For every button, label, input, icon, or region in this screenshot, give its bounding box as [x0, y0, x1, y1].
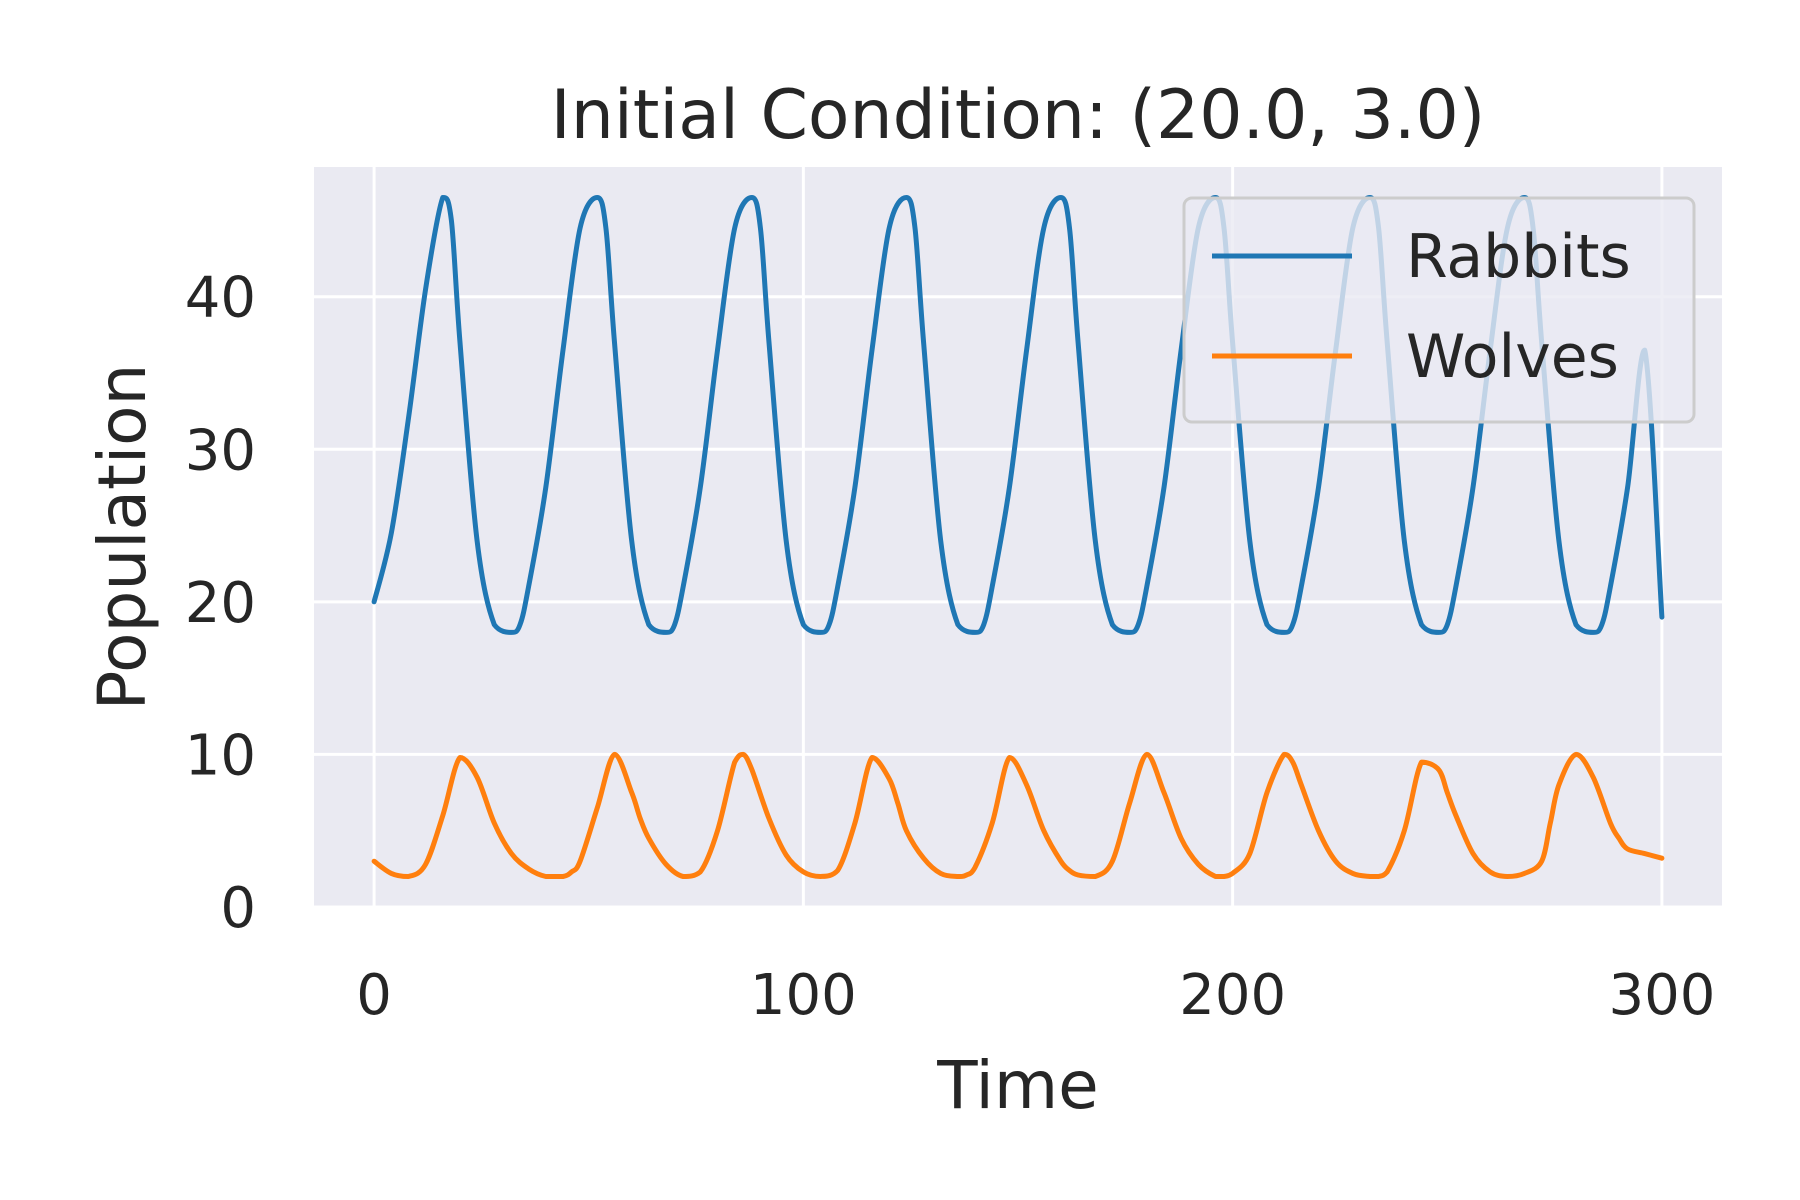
- legend-label-wolves: Wolves: [1406, 322, 1619, 392]
- x-tick-label: 200: [1179, 963, 1286, 1028]
- y-tick-label: 30: [185, 418, 256, 483]
- x-tick-label: 100: [750, 963, 857, 1028]
- tick-labels: 0 100 200 300 0 10 20 30 40: [185, 266, 1716, 1028]
- x-axis-title: Time: [936, 1047, 1099, 1124]
- x-tick-label: 300: [1608, 963, 1715, 1028]
- y-tick-label: 40: [185, 266, 256, 331]
- legend-label-rabbits: Rabbits: [1406, 222, 1631, 292]
- series-lines: [371, 195, 1665, 879]
- series-line-rabbits: [371, 195, 1665, 635]
- legend: Rabbits Wolves: [1182, 196, 1696, 424]
- y-tick-label: 0: [220, 876, 256, 941]
- x-tick-label: 0: [356, 963, 392, 1028]
- y-axis-title: Population: [84, 364, 161, 711]
- y-tick-label: 10: [185, 723, 256, 788]
- chart-title: Initial Condition: (20.0, 3.0): [551, 76, 1486, 155]
- y-tick-label: 20: [185, 571, 256, 636]
- series-line-wolves: [371, 751, 1665, 879]
